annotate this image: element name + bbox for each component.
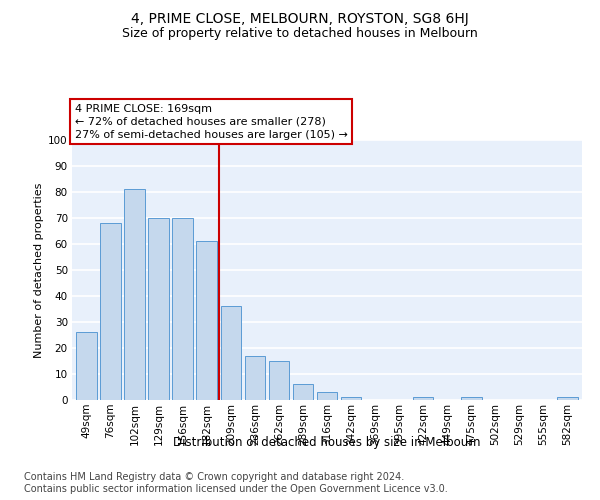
Y-axis label: Number of detached properties: Number of detached properties xyxy=(34,182,44,358)
Bar xyxy=(341,398,361,400)
Bar xyxy=(557,398,578,400)
Text: Contains HM Land Registry data © Crown copyright and database right 2024.
Contai: Contains HM Land Registry data © Crown c… xyxy=(24,472,448,494)
Text: 4, PRIME CLOSE, MELBOURN, ROYSTON, SG8 6HJ: 4, PRIME CLOSE, MELBOURN, ROYSTON, SG8 6… xyxy=(131,12,469,26)
Bar xyxy=(124,190,145,400)
Text: 4 PRIME CLOSE: 169sqm
← 72% of detached houses are smaller (278)
27% of semi-det: 4 PRIME CLOSE: 169sqm ← 72% of detached … xyxy=(74,104,347,140)
Bar xyxy=(461,398,482,400)
Bar xyxy=(76,332,97,400)
Bar xyxy=(148,218,169,400)
Text: Distribution of detached houses by size in Melbourn: Distribution of detached houses by size … xyxy=(173,436,481,449)
Bar xyxy=(172,218,193,400)
Bar xyxy=(317,392,337,400)
Bar xyxy=(293,384,313,400)
Bar xyxy=(100,223,121,400)
Bar xyxy=(413,398,433,400)
Bar xyxy=(196,242,217,400)
Bar xyxy=(221,306,241,400)
Bar xyxy=(269,361,289,400)
Bar xyxy=(245,356,265,400)
Text: Size of property relative to detached houses in Melbourn: Size of property relative to detached ho… xyxy=(122,28,478,40)
